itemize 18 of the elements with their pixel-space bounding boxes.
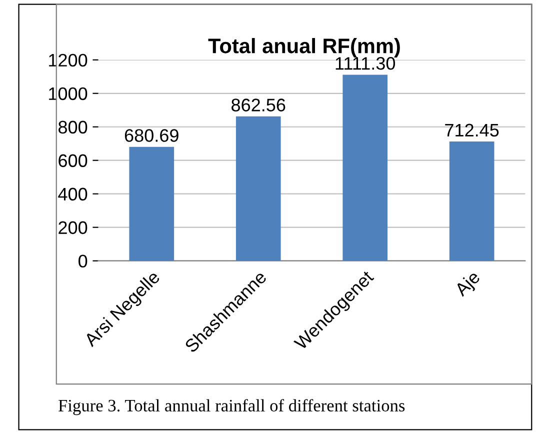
y-tick-label: 0 bbox=[78, 254, 88, 268]
x-tick-label: Aje bbox=[453, 270, 484, 300]
y-tick-label: 600 bbox=[58, 154, 88, 168]
caption: Figure 3. Total annual rainfall of different stations bbox=[58, 399, 405, 416]
y-tick-label: 1000 bbox=[49, 87, 88, 100]
data-label: 862.56 bbox=[232, 98, 286, 112]
y-tick-label: 1200 bbox=[49, 54, 88, 67]
data-label: 712.45 bbox=[445, 124, 499, 137]
bar bbox=[342, 74, 388, 261]
y-tick-label: 400 bbox=[58, 188, 88, 201]
y-tick-label: 800 bbox=[58, 120, 88, 134]
bar bbox=[236, 116, 281, 261]
bar bbox=[449, 142, 494, 261]
data-label: 680.69 bbox=[124, 129, 178, 142]
y-tick-label: 200 bbox=[58, 221, 88, 234]
chart-title: Total anual RF(mm) bbox=[208, 38, 400, 58]
bar bbox=[129, 146, 174, 261]
data-label: 1111.30 bbox=[336, 57, 396, 70]
